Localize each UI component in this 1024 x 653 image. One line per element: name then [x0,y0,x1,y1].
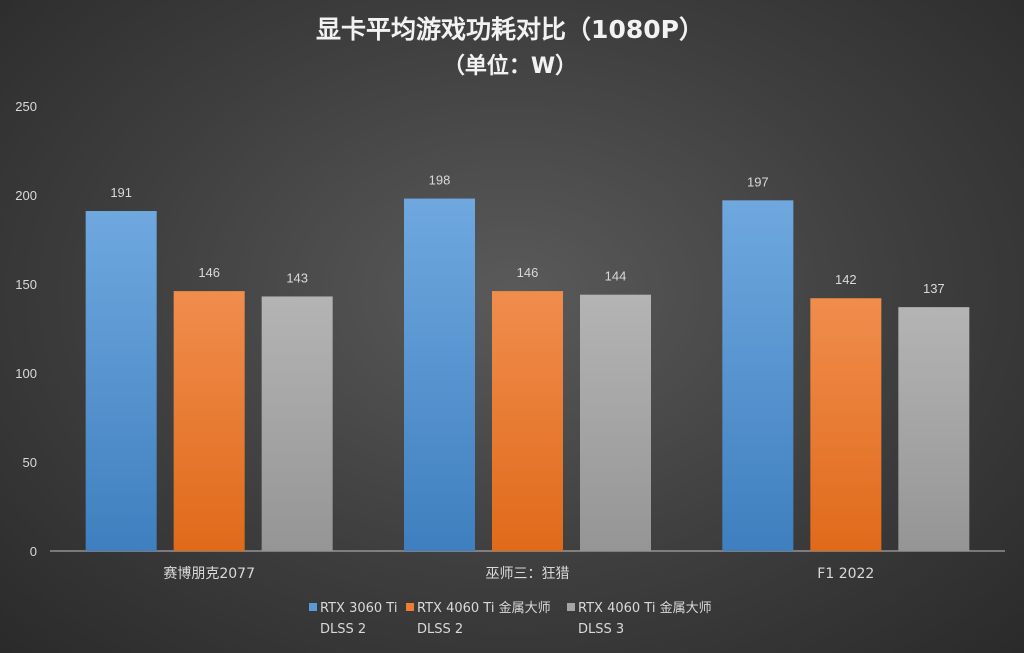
legend-swatch [406,603,414,611]
bar [261,296,333,551]
chart-subtitle: （单位：W） [443,53,577,79]
data-label: 146 [517,265,539,280]
data-label: 191 [110,185,132,200]
y-tick-label: 100 [15,366,37,381]
category-label: 赛博朋克2077 [163,565,255,582]
bar [898,307,970,551]
bar [173,291,245,551]
legend-item: RTX 3060 Ti DLSS 2 [309,601,397,637]
legend-label: DLSS 2 [417,622,463,637]
data-labels: 191 146 143 198 146 144 197 142 137 [110,173,944,297]
category-label: F1 2022 [817,566,874,582]
legend-label: RTX 3060 Ti [320,601,397,616]
bar [492,291,563,551]
bar [722,200,794,551]
legend-item: RTX 4060 Ti 金属大师 DLSS 2 [406,600,551,637]
bar [85,211,157,551]
y-tick-label: 0 [30,544,37,559]
data-label: 142 [835,272,857,287]
legend-label: DLSS 2 [320,622,366,637]
legend-swatch [567,603,575,611]
y-tick-label: 150 [15,277,37,292]
legend-label: RTX 4060 Ti 金属大师 [417,600,551,616]
data-label: 144 [605,269,627,284]
bar [404,198,475,551]
legend-label: RTX 4060 Ti 金属大师 [578,600,712,616]
data-label: 198 [429,173,451,188]
category-label: 巫师三：狂猎 [486,566,570,582]
legend-swatch [309,603,317,611]
chart-title: 显卡平均游戏功耗对比（1080P） [316,15,704,44]
legend-item: RTX 4060 Ti 金属大师 DLSS 3 [567,600,712,637]
bars [85,198,970,551]
y-tick-label: 50 [23,455,37,470]
legend-label: DLSS 3 [578,622,624,637]
y-axis: 0 50 100 150 200 250 [15,99,37,559]
x-axis: 赛博朋克2077 巫师三：狂猎 F1 2022 [50,550,1005,582]
data-label: 137 [923,281,945,296]
data-label: 143 [286,270,308,285]
y-tick-label: 250 [15,99,37,114]
bar [580,294,651,551]
y-tick-label: 200 [15,188,37,203]
bar [810,298,882,551]
data-label: 146 [198,265,220,280]
data-label: 197 [747,174,769,189]
